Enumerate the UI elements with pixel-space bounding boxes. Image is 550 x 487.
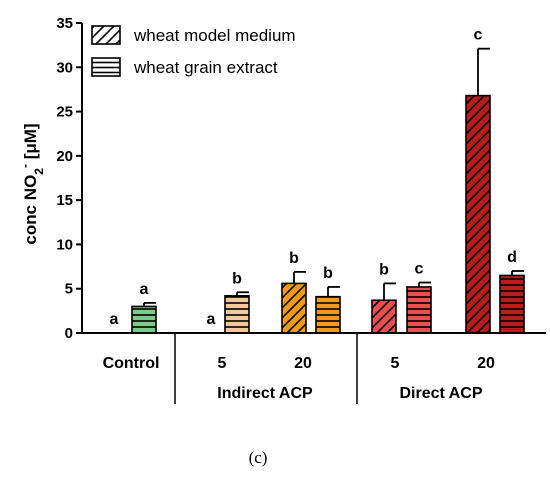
significance-label: c xyxy=(474,27,483,44)
bar-s2-1 xyxy=(224,294,250,334)
x-tick-label: 20 xyxy=(477,355,495,372)
bar-s2-4 xyxy=(499,274,525,334)
y-axis-label-sub: 2 xyxy=(32,168,46,175)
y-tick-label: 25 xyxy=(56,104,73,121)
bars-layer: a a b b c a b b c d xyxy=(110,27,525,334)
significance-label: d xyxy=(507,249,517,266)
bar-s1-2 xyxy=(281,282,307,334)
significance-label: a xyxy=(207,311,216,328)
y-tick-label: 20 xyxy=(56,148,73,165)
y-axis-label-main: conc NO xyxy=(21,175,40,245)
y-tick-label: 0 xyxy=(65,325,73,342)
y-axis: 0 5 10 15 20 25 30 35 xyxy=(56,15,83,342)
figure-caption: (c) xyxy=(249,448,268,467)
x-tick-label: 20 xyxy=(294,355,312,372)
y-axis-label-sup: - xyxy=(18,164,32,168)
y-axis-label-unit: [μM] xyxy=(21,123,40,164)
significance-label: c xyxy=(415,261,424,278)
y-axis-label: conc NO2- [μM] xyxy=(18,123,46,244)
bar-s2-0 xyxy=(131,305,157,334)
significance-label: a xyxy=(110,311,119,328)
bar-s1-4 xyxy=(465,94,491,334)
bar-s2-3 xyxy=(406,286,432,334)
x-tick-label: 5 xyxy=(391,355,400,372)
legend-swatch-2 xyxy=(91,57,121,77)
bar-s2-2 xyxy=(315,295,341,334)
group-label: Indirect ACP xyxy=(217,385,313,402)
legend-label-2: wheat grain extract xyxy=(133,58,278,77)
legend-swatch-1 xyxy=(91,25,121,45)
significance-label: b xyxy=(379,261,389,278)
x-tick-label: Control xyxy=(103,355,160,372)
y-tick-label: 35 xyxy=(56,15,73,32)
y-tick-label: 15 xyxy=(56,192,73,209)
group-label: Direct ACP xyxy=(400,385,483,402)
significance-label: b xyxy=(232,270,242,287)
x-axis: Control 5 20 5 20 Indirect ACP Direct ACP xyxy=(82,332,546,404)
y-tick-label: 5 xyxy=(65,281,73,298)
y-tick-label: 30 xyxy=(56,59,73,76)
significance-label: b xyxy=(289,250,299,267)
legend: wheat model medium wheat grain extract xyxy=(91,25,296,77)
legend-label-1: wheat model medium xyxy=(133,26,296,45)
x-tick-label: 5 xyxy=(218,355,227,372)
y-tick-label: 10 xyxy=(56,236,73,253)
significance-label: b xyxy=(323,265,333,282)
bar-s1-3 xyxy=(371,299,397,334)
significance-label: a xyxy=(140,281,149,298)
